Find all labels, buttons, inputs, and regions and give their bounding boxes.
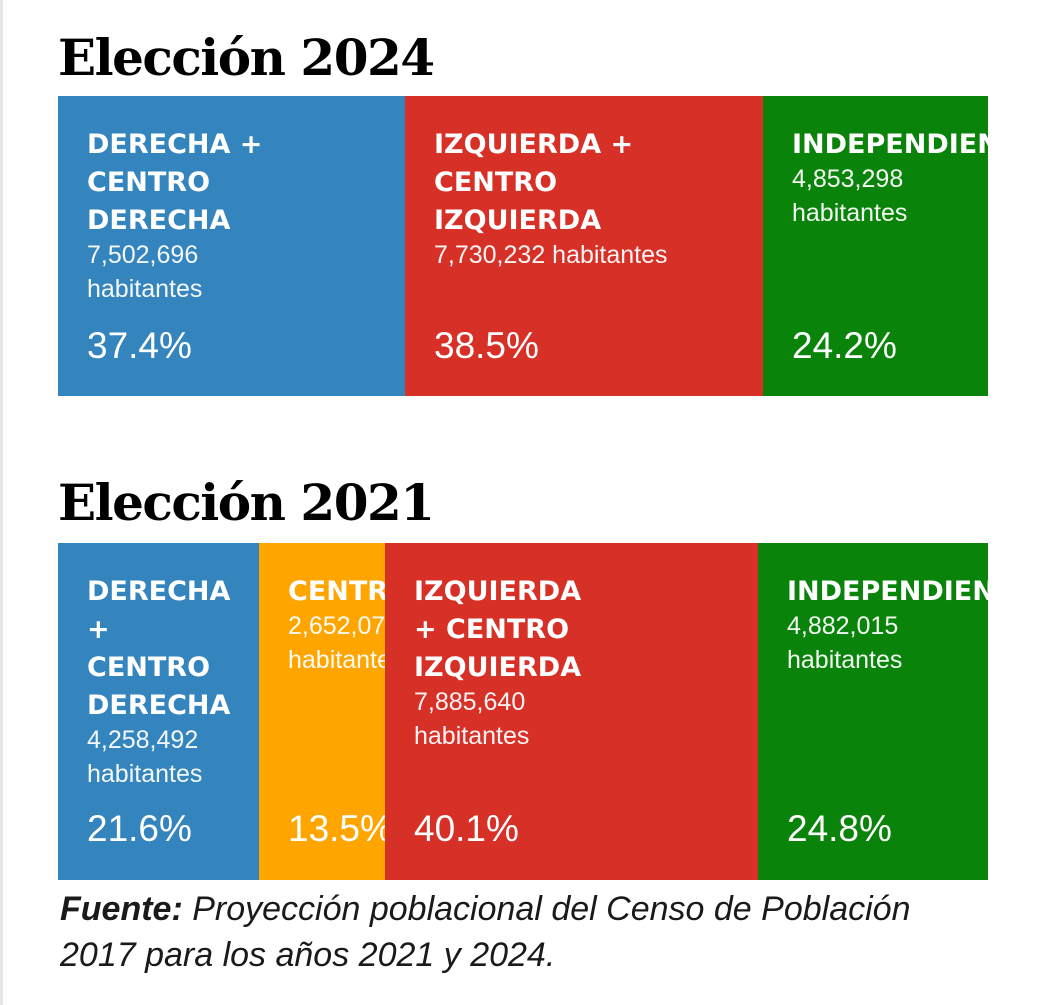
source-text: Proyección poblacional del Censo de Pobl… bbox=[60, 890, 911, 974]
segment-population: 4,882,015 habitantes bbox=[787, 612, 903, 674]
segment-percentage: 13.5% bbox=[288, 808, 385, 849]
left-edge-divider bbox=[0, 0, 3, 1005]
bar-segment: DERECHA + CENTRO DERECHA 4,258,492 habita… bbox=[58, 543, 259, 880]
source-label: Fuente: bbox=[60, 890, 183, 928]
bar-segment: CENTRO 2,652,075 habitantes 13.5% bbox=[259, 543, 385, 880]
segment-name: DERECHA + CENTRO DERECHA bbox=[87, 129, 263, 236]
segment-percentage: 37.4% bbox=[87, 325, 192, 366]
segment-percentage: 24.2% bbox=[792, 325, 897, 366]
segment-name: INDEPENDIENTES bbox=[792, 129, 988, 160]
segment-name: INDEPENDIENTES bbox=[787, 576, 988, 607]
segment-percentage: 40.1% bbox=[414, 808, 519, 849]
segment-name: IZQUIERDA + CENTRO IZQUIERDA bbox=[414, 576, 582, 683]
bar-segment: INDEPENDIENTES 4,882,015 habitantes 24.8% bbox=[758, 543, 988, 880]
segment-percentage: 21.6% bbox=[87, 808, 192, 849]
segment-name: IZQUIERDA + CENTRO IZQUIERDA bbox=[434, 129, 634, 236]
bar-segment: IZQUIERDA + CENTRO IZQUIERDA 7,730,232 ha… bbox=[405, 96, 763, 396]
segment-population: 7,885,640 habitantes bbox=[414, 688, 530, 750]
source-note: Fuente: Proyección poblacional del Censo… bbox=[60, 886, 960, 978]
stacked-bar: DERECHA + CENTRO DERECHA 7,502,696 habita… bbox=[58, 96, 988, 396]
chart-title: Elección 2024 bbox=[58, 28, 435, 87]
segment-percentage: 38.5% bbox=[434, 325, 539, 366]
segment-population: 7,502,696 habitantes bbox=[87, 241, 203, 303]
bar-segment: DERECHA + CENTRO DERECHA 7,502,696 habita… bbox=[58, 96, 405, 396]
segment-population: 7,730,232 habitantes bbox=[434, 241, 668, 269]
stacked-bar: DERECHA + CENTRO DERECHA 4,258,492 habita… bbox=[58, 543, 988, 880]
segment-name: CENTRO bbox=[288, 576, 385, 607]
segment-percentage: 24.8% bbox=[787, 808, 892, 849]
segment-name: DERECHA + CENTRO DERECHA bbox=[87, 576, 231, 721]
segment-population: 4,853,298 habitantes bbox=[792, 165, 908, 227]
bar-segment: IZQUIERDA + CENTRO IZQUIERDA 7,885,640 ha… bbox=[385, 543, 758, 880]
segment-population: 2,652,075 habitantes bbox=[288, 612, 385, 674]
chart-title: Elección 2021 bbox=[58, 473, 435, 532]
segment-population: 4,258,492 habitantes bbox=[87, 726, 203, 788]
bar-segment: INDEPENDIENTES 4,853,298 habitantes 24.2% bbox=[763, 96, 988, 396]
